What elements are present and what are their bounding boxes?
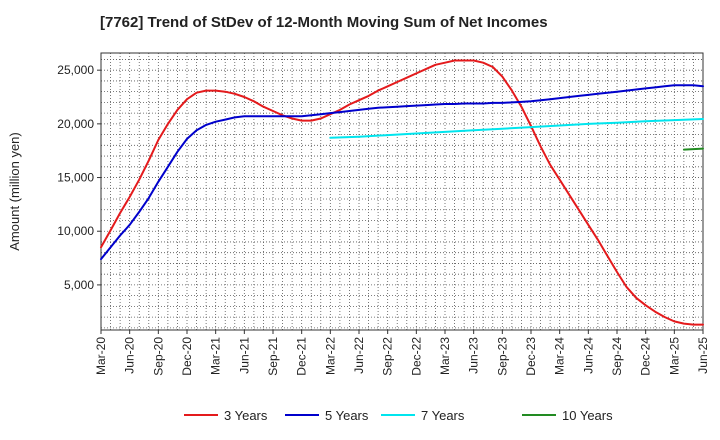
plot-border (100, 52, 704, 331)
series-line-3-years (100, 59, 704, 326)
x-tick-label: Sep-21 (266, 337, 280, 376)
y-tick-label: 15,000 (57, 171, 94, 185)
plot-area (101, 53, 703, 330)
x-tick-label: Jun-24 (581, 337, 595, 374)
chart-title: [7762] Trend of StDev of 12-Month Moving… (100, 14, 548, 31)
x-tick-label: Mar-20 (94, 337, 108, 375)
x-tick-label: Dec-21 (295, 337, 309, 376)
y-tick-label: 25,000 (57, 63, 94, 77)
x-tick-label: Mar-21 (209, 337, 223, 375)
x-tick-label: Sep-22 (381, 337, 395, 376)
y-tick-label: 10,000 (57, 224, 94, 238)
legend-label-7-years: 7 Years (421, 408, 465, 423)
legend-label-3-years: 3 Years (224, 408, 268, 423)
y-tick-label: 5,000 (64, 278, 94, 292)
x-tick-label: Mar-25 (667, 337, 681, 375)
x-tick-label: Dec-23 (524, 337, 538, 376)
x-tick-label: Mar-22 (323, 337, 337, 375)
x-tick-label: Jun-23 (467, 337, 481, 374)
x-tick-label: Jun-20 (123, 337, 137, 374)
x-tick-label: Sep-20 (151, 337, 165, 376)
x-tick-label: Mar-24 (553, 337, 567, 375)
series-line-5-years (100, 84, 704, 261)
y-axis-label: Amount (million yen) (7, 132, 22, 251)
series-line-10-years (682, 147, 704, 151)
x-tick-label: Dec-24 (639, 337, 653, 376)
x-tick-label: Jun-21 (237, 337, 251, 374)
x-tick-label: Mar-23 (438, 337, 452, 375)
x-tick-label: Dec-20 (180, 337, 194, 376)
x-tick-label: Jun-25 (696, 337, 710, 374)
legend-label-10-years: 10 Years (562, 408, 613, 423)
series-line-7-years (329, 118, 704, 139)
legend-label-5-years: 5 Years (325, 408, 369, 423)
x-tick-label: Jun-22 (352, 337, 366, 374)
x-tick-label: Sep-23 (495, 337, 509, 376)
x-tick-label: Sep-24 (610, 337, 624, 376)
x-tick-label: Dec-22 (409, 337, 423, 376)
y-tick-label: 20,000 (57, 117, 94, 131)
